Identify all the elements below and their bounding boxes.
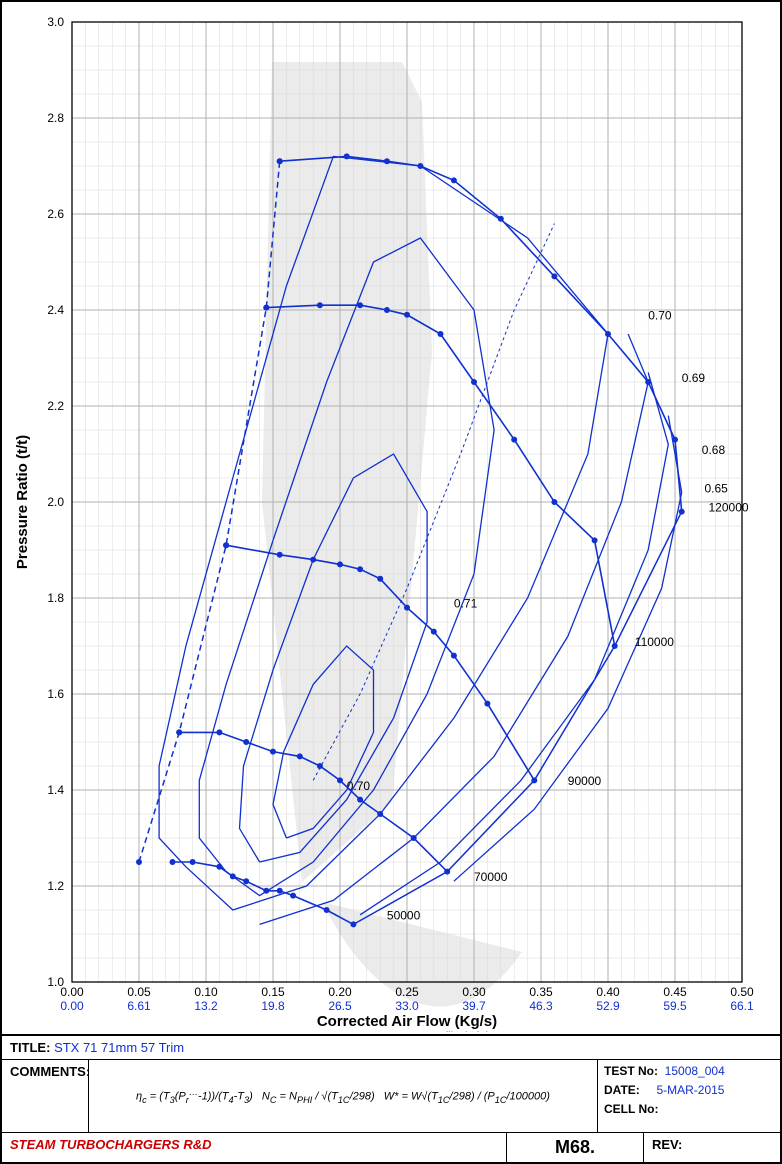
svg-text:90000: 90000 (568, 774, 602, 788)
svg-text:0.50: 0.50 (730, 985, 754, 999)
svg-text:2.6: 2.6 (47, 207, 64, 221)
svg-text:0.65: 0.65 (704, 481, 728, 495)
title-label: TITLE: (10, 1040, 50, 1055)
testno-value: 15008_004 (665, 1064, 725, 1078)
formula-text: ηc = (T3(Pr…-1))/(T4-T3) NC = NPHI / √(T… (136, 1087, 550, 1105)
svg-text:0.70: 0.70 (648, 309, 672, 323)
svg-text:(lbs/min): (lbs/min) (444, 1029, 490, 1032)
comments-label: COMMENTS: (10, 1064, 90, 1079)
svg-text:0.30: 0.30 (462, 985, 486, 999)
svg-text:Pressure Ratio (t/t): Pressure Ratio (t/t) (14, 435, 31, 569)
cellno-label: CELL No: (604, 1102, 658, 1116)
svg-text:0.35: 0.35 (529, 985, 553, 999)
svg-text:0.00: 0.00 (60, 999, 84, 1013)
svg-text:1.2: 1.2 (47, 879, 64, 893)
date-value: 5-MAR-2015 (656, 1083, 724, 1097)
svg-text:Corrected Air Flow (Kg/s): Corrected Air Flow (Kg/s) (317, 1013, 497, 1030)
svg-text:2.0: 2.0 (47, 495, 64, 509)
svg-text:6.61: 6.61 (127, 999, 151, 1013)
svg-text:59.5: 59.5 (663, 999, 687, 1013)
svg-text:50000: 50000 (387, 909, 421, 923)
svg-text:46.3: 46.3 (529, 999, 553, 1013)
svg-text:19.8: 19.8 (261, 999, 285, 1013)
svg-text:0.15: 0.15 (261, 985, 285, 999)
svg-text:70000: 70000 (474, 870, 508, 884)
svg-text:0.05: 0.05 (127, 985, 151, 999)
svg-text:1.4: 1.4 (47, 783, 64, 797)
svg-text:120000: 120000 (709, 501, 749, 515)
svg-text:1.0: 1.0 (47, 975, 64, 989)
title-value: STX 71 71mm 57 Trim (54, 1040, 184, 1055)
testno-label: TEST No: (604, 1064, 658, 1078)
svg-text:33.0: 33.0 (395, 999, 419, 1013)
svg-text:0.45: 0.45 (663, 985, 687, 999)
svg-text:3.0: 3.0 (47, 15, 64, 29)
svg-text:0.10: 0.10 (194, 985, 218, 999)
svg-text:110000: 110000 (635, 635, 674, 649)
date-label: DATE: (604, 1083, 640, 1097)
title-block: TITLE: STX 71 71mm 57 Trim COMMENTS: ηc … (2, 1034, 780, 1162)
svg-text:0.71: 0.71 (454, 597, 478, 611)
code-text: M68. (555, 1137, 595, 1157)
svg-text:0.25: 0.25 (395, 985, 419, 999)
svg-text:0.68: 0.68 (702, 443, 726, 457)
svg-text:2.8: 2.8 (47, 111, 64, 125)
svg-text:2.4: 2.4 (47, 303, 64, 317)
svg-text:52.9: 52.9 (596, 999, 620, 1013)
svg-text:1.8: 1.8 (47, 591, 64, 605)
svg-text:0.69: 0.69 (682, 371, 706, 385)
svg-text:2.2: 2.2 (47, 399, 64, 413)
svg-text:0.20: 0.20 (328, 985, 352, 999)
compressor-map-chart: 0.000.000.056.610.1013.20.1519.80.2026.5… (2, 2, 780, 1032)
svg-text:26.5: 26.5 (328, 999, 352, 1013)
svg-text:39.7: 39.7 (462, 999, 486, 1013)
svg-text:0.40: 0.40 (596, 985, 620, 999)
svg-text:1.6: 1.6 (47, 687, 64, 701)
rev-label: REV: (652, 1137, 682, 1152)
svg-text:66.1: 66.1 (730, 999, 754, 1013)
svg-text:13.2: 13.2 (194, 999, 218, 1013)
brand-text: STEAM TURBOCHARGERS R&D (10, 1137, 212, 1152)
